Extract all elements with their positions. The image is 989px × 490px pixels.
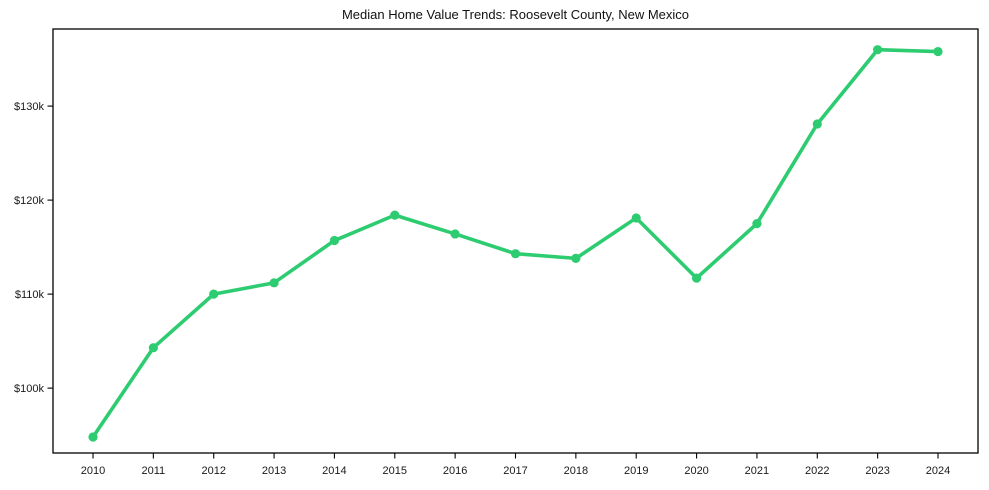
data-point (691, 273, 702, 283)
x-tick-label: 2013 (262, 465, 286, 477)
y-tick-label: $120k (14, 195, 44, 207)
x-tick-label: 2018 (564, 465, 588, 477)
data-point (390, 210, 400, 220)
x-tick-label: 2010 (81, 465, 105, 477)
y-tick-label: $130k (14, 101, 44, 113)
x-tick-label: 2017 (503, 465, 527, 477)
x-tick-label: 2021 (745, 465, 769, 477)
data-point (873, 45, 883, 55)
x-tick-label: 2011 (142, 465, 166, 477)
x-tick-label: 2016 (443, 465, 467, 477)
x-tick-label: 2022 (805, 465, 829, 477)
x-tick-label: 2014 (322, 465, 346, 477)
y-tick-label: $100k (14, 383, 44, 395)
data-point (933, 46, 943, 57)
x-tick-label: 2024 (926, 465, 950, 477)
data-point (752, 219, 762, 229)
data-point (631, 213, 641, 223)
x-tick-label: 2020 (684, 465, 708, 477)
x-tick-label: 2023 (865, 465, 889, 477)
x-tick-label: 2012 (201, 465, 225, 477)
plot-border (52, 28, 979, 454)
data-point (571, 253, 581, 263)
data-point (88, 432, 98, 442)
chart-title: Median Home Value Trends: Roosevelt Coun… (341, 7, 690, 22)
data-point (450, 229, 460, 239)
x-tick-label: 2019 (624, 465, 648, 477)
data-line (91, 47, 940, 439)
x-tick-label: 2015 (383, 465, 407, 477)
y-tick-label: $110k (15, 289, 45, 301)
data-point (329, 235, 340, 246)
data-point (148, 343, 158, 353)
data-point (812, 119, 822, 129)
data-point (269, 278, 279, 288)
data-point (209, 289, 219, 299)
data-point (510, 249, 521, 259)
